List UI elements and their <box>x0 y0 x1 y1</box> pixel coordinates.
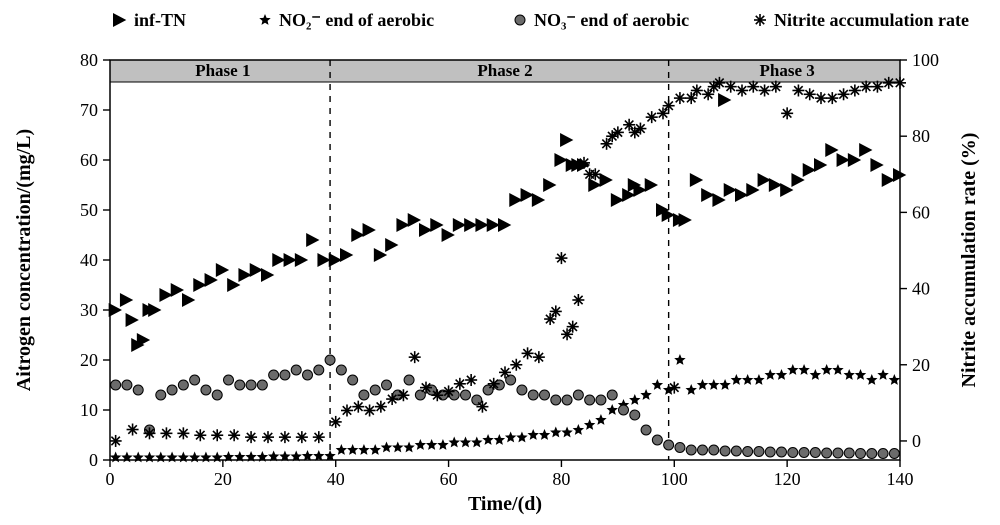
y1-tick-label: 30 <box>80 300 98 320</box>
y1-tick-label: 0 <box>89 450 98 470</box>
x-tick-label: 0 <box>106 469 115 489</box>
y1-tick-label: 80 <box>80 50 98 70</box>
y2-tick-label: 20 <box>912 355 930 375</box>
x-tick-label: 80 <box>552 469 570 489</box>
x-axis-label: Time/(d) <box>468 493 542 515</box>
x-tick-label: 120 <box>774 469 801 489</box>
phase-label: Phase 3 <box>760 61 815 80</box>
nitrite-chart: Phase 1Phase 2Phase 3020406080100120140T… <box>0 0 1000 525</box>
phase-label: Phase 1 <box>195 61 250 80</box>
legend-label: NO₃⁻ end of aerobic <box>534 10 689 30</box>
y2-tick-label: 100 <box>912 50 939 70</box>
y1-tick-label: 40 <box>80 250 98 270</box>
y2-tick-label: 40 <box>912 279 930 299</box>
legend-label: Nitrite accumulation rate <box>774 10 969 30</box>
y2-tick-label: 0 <box>912 431 921 451</box>
y1-tick-label: 10 <box>80 400 98 420</box>
y1-tick-label: 60 <box>80 150 98 170</box>
x-tick-label: 20 <box>214 469 232 489</box>
y2-tick-label: 80 <box>912 126 930 146</box>
x-tick-label: 60 <box>440 469 458 489</box>
y1-tick-label: 50 <box>80 200 98 220</box>
chart-container: { "chart":{ "type":"scatter", "width":10… <box>0 0 1000 525</box>
legend-label: inf-TN <box>134 10 186 30</box>
y1-tick-label: 70 <box>80 100 98 120</box>
y1-tick-label: 20 <box>80 350 98 370</box>
y2-tick-label: 60 <box>912 202 930 222</box>
x-tick-label: 100 <box>661 469 688 489</box>
y2-axis-label: Nitrite accumulation rate (%) <box>958 133 980 388</box>
x-tick-label: 140 <box>887 469 914 489</box>
x-tick-label: 40 <box>327 469 345 489</box>
plot-frame <box>110 60 900 460</box>
phase-label: Phase 2 <box>477 61 532 80</box>
legend-label: NO₂⁻ end of aerobic <box>279 10 434 30</box>
y1-axis-label: Aitrogen concentration/(mg/L) <box>13 129 35 391</box>
